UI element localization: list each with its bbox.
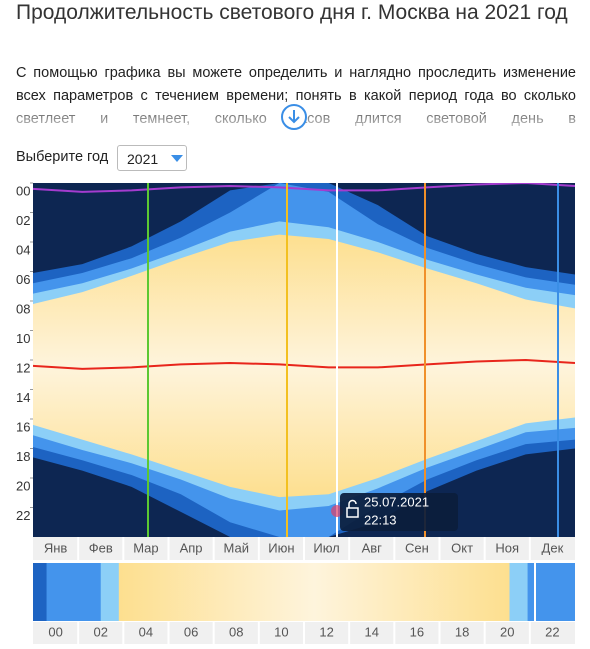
tooltip-box xyxy=(340,493,458,531)
hour-label: 18 xyxy=(455,624,469,639)
y-tick-label: 10 xyxy=(16,331,30,346)
event-lines xyxy=(147,183,559,537)
x-tick-label: Сен xyxy=(405,540,429,555)
plot-area xyxy=(33,183,575,537)
y-tick-label: 06 xyxy=(16,272,30,287)
strip-band xyxy=(100,563,528,621)
hour-strip: 00 02 04 06 08 10 12 14 16 18 20 22 xyxy=(33,563,576,644)
twilight-band xyxy=(33,234,575,498)
hour-label: 04 xyxy=(139,624,153,639)
lock-icon xyxy=(346,507,359,518)
x-tick-label: Фев xyxy=(89,540,113,555)
time-line xyxy=(33,358,575,370)
year-select[interactable]: 2021 xyxy=(117,145,187,171)
time-line xyxy=(33,183,575,193)
hour-label: 00 xyxy=(48,624,62,639)
x-tick-label: Ноя xyxy=(495,540,519,555)
hour-label: 10 xyxy=(274,624,288,639)
twilight-band xyxy=(33,183,575,537)
year-value: 2021 xyxy=(127,151,159,167)
expand-button[interactable] xyxy=(281,104,307,130)
x-tick-label: Авг xyxy=(362,540,383,555)
hour-label: 12 xyxy=(319,624,333,639)
y-tick-label: 00 xyxy=(16,183,30,198)
hour-label: 20 xyxy=(500,624,514,639)
strip-band xyxy=(33,563,575,621)
x-tick-label: Апр xyxy=(180,540,203,555)
pin xyxy=(331,505,343,517)
x-tick-label: Июл xyxy=(313,540,339,555)
strip-night xyxy=(33,563,575,621)
hour-label: 14 xyxy=(365,624,379,639)
night-area xyxy=(33,183,575,537)
dropdown-arrow xyxy=(171,155,183,162)
x-tick-label: Мар xyxy=(133,540,158,555)
tooltip: 25.07.2021 22:13 xyxy=(331,493,458,531)
x-tick-label: Июн xyxy=(268,540,294,555)
tooltip-time: 22:13 xyxy=(364,512,397,527)
lock-shackle xyxy=(348,499,357,508)
y-tick-label: 16 xyxy=(16,419,30,434)
y-tick-label: 02 xyxy=(16,213,30,228)
year-label: Выберите год xyxy=(16,149,109,165)
page-title: Продолжительность светового дня г. Москв… xyxy=(16,1,568,24)
y-tick-label: 04 xyxy=(16,242,30,257)
month-row xyxy=(33,537,575,560)
x-tick-label: Окт xyxy=(451,540,473,555)
twilight-band xyxy=(33,183,575,537)
arrow-icon xyxy=(288,110,300,124)
y-tick-label: 08 xyxy=(16,301,30,316)
hour-label: 22 xyxy=(545,624,559,639)
x-tick-label: Дек xyxy=(542,540,564,555)
strip-band xyxy=(46,563,576,621)
y-tick-label: 20 xyxy=(16,478,30,493)
y-tick-label: 18 xyxy=(16,449,30,464)
hour-label: 02 xyxy=(94,624,108,639)
hour-label: 08 xyxy=(229,624,243,639)
y-tick-label: 14 xyxy=(16,390,30,405)
tooltip-date: 25.07.2021 xyxy=(364,494,429,509)
twilight-band xyxy=(33,221,575,511)
hour-label: 16 xyxy=(410,624,424,639)
strip-band xyxy=(118,563,510,621)
y-tick-label: 22 xyxy=(16,508,30,523)
x-tick-label: Янв xyxy=(44,540,68,555)
y-tick-label: 12 xyxy=(16,360,30,375)
x-tick-label: Май xyxy=(224,540,249,555)
axes: 00 02 04 06 08 10 12 14 16 18 20 22 Янв Фев Мар Апр Май И… xyxy=(16,182,575,560)
hour-label: 06 xyxy=(184,624,198,639)
strip-axis xyxy=(33,622,575,644)
